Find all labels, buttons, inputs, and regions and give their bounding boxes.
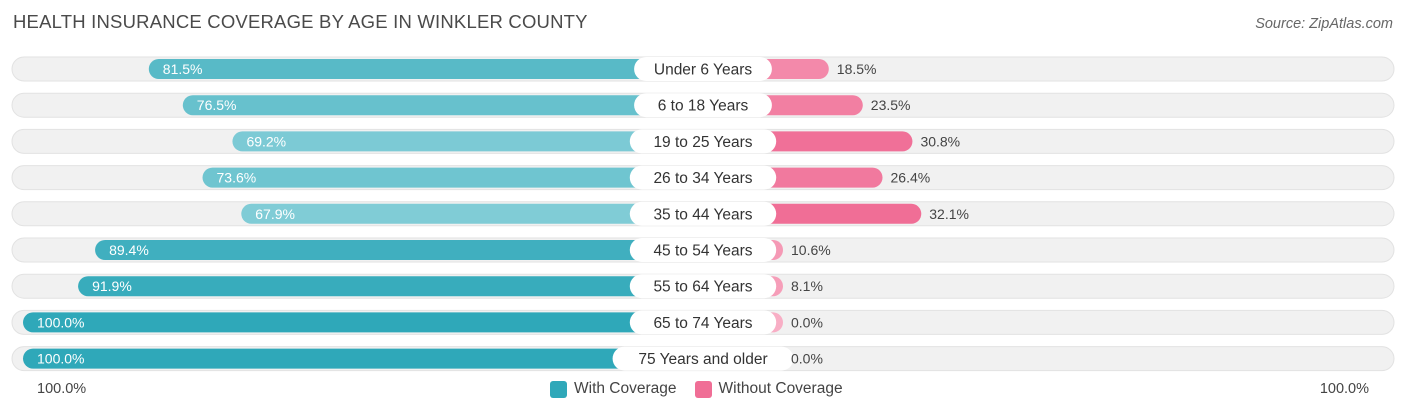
legend-label-with-coverage: With Coverage <box>574 380 677 397</box>
legend-swatch-with-coverage <box>550 380 567 398</box>
category-label: 35 to 44 Years <box>653 206 752 223</box>
chart-title: HEALTH INSURANCE COVERAGE BY AGE IN WINK… <box>13 11 588 32</box>
bar-with-coverage <box>232 131 703 152</box>
legend-swatch-without-coverage <box>694 380 712 398</box>
bar-with-coverage <box>148 59 704 79</box>
bar-with-coverage <box>202 167 703 188</box>
category-label: 26 to 34 Years <box>653 170 752 187</box>
bar-with-coverage <box>95 240 703 260</box>
category-label: 45 to 54 Years <box>653 243 752 260</box>
value-label-without-coverage: 8.1% <box>791 278 823 294</box>
category-label: 55 to 64 Years <box>653 279 752 296</box>
value-label-without-coverage: 18.5% <box>837 61 877 77</box>
source-label: Source: ZipAtlas.com <box>1255 16 1393 32</box>
category-label-bg <box>629 165 777 190</box>
category-label: 19 to 25 Years <box>653 134 752 151</box>
value-label-with-coverage: 69.2% <box>246 133 286 149</box>
legend-item-without-coverage: Without Coverage <box>694 380 843 398</box>
value-label-with-coverage: 100.0% <box>37 351 84 367</box>
bar-with-coverage <box>241 203 703 224</box>
category-label-bg <box>629 274 777 299</box>
category-label-bg <box>629 310 777 335</box>
bar-with-coverage <box>182 95 704 116</box>
category-label: Under 6 Years <box>654 62 752 79</box>
value-label-with-coverage: 73.6% <box>217 170 257 186</box>
value-label-with-coverage: 81.5% <box>163 61 203 77</box>
category-label-bg <box>612 346 794 371</box>
legend-item-with-coverage: With Coverage <box>550 380 677 398</box>
category-label-bg <box>634 57 772 81</box>
value-label-with-coverage: 67.9% <box>255 206 295 222</box>
category-label-bg <box>629 238 777 262</box>
category-label: 75 Years and older <box>638 351 767 368</box>
value-label-with-coverage: 100.0% <box>37 314 84 330</box>
axis-right-label: 100.0% <box>1319 381 1369 397</box>
value-label-without-coverage: 0.0% <box>791 314 823 330</box>
category-label: 6 to 18 Years <box>658 98 749 115</box>
legend: With Coverage Without Coverage <box>550 380 861 398</box>
category-label-bg <box>634 93 772 118</box>
value-label-without-coverage: 0.0% <box>791 351 823 367</box>
value-label-with-coverage: 91.9% <box>92 278 132 294</box>
bar-chart: Under 6 Years 81.5% 18.5% 6 to 18 Years 76.5… <box>11 56 1395 372</box>
value-label-without-coverage: 32.1% <box>929 206 969 222</box>
value-label-with-coverage: 89.4% <box>109 242 149 258</box>
bar-with-coverage <box>23 348 703 369</box>
bar-with-coverage <box>23 312 703 333</box>
value-label-without-coverage: 23.5% <box>871 97 911 113</box>
value-label-with-coverage: 76.5% <box>197 97 237 113</box>
value-label-without-coverage: 26.4% <box>891 170 931 186</box>
value-label-without-coverage: 30.8% <box>920 133 960 149</box>
value-label-without-coverage: 10.6% <box>791 242 831 258</box>
bar-with-coverage <box>78 276 703 297</box>
axis-left-label: 100.0% <box>37 381 87 397</box>
category-label-bg <box>629 201 777 226</box>
legend-label-without-coverage: Without Coverage <box>718 380 843 397</box>
category-label: 65 to 74 Years <box>653 315 752 332</box>
category-label-bg <box>629 129 777 154</box>
